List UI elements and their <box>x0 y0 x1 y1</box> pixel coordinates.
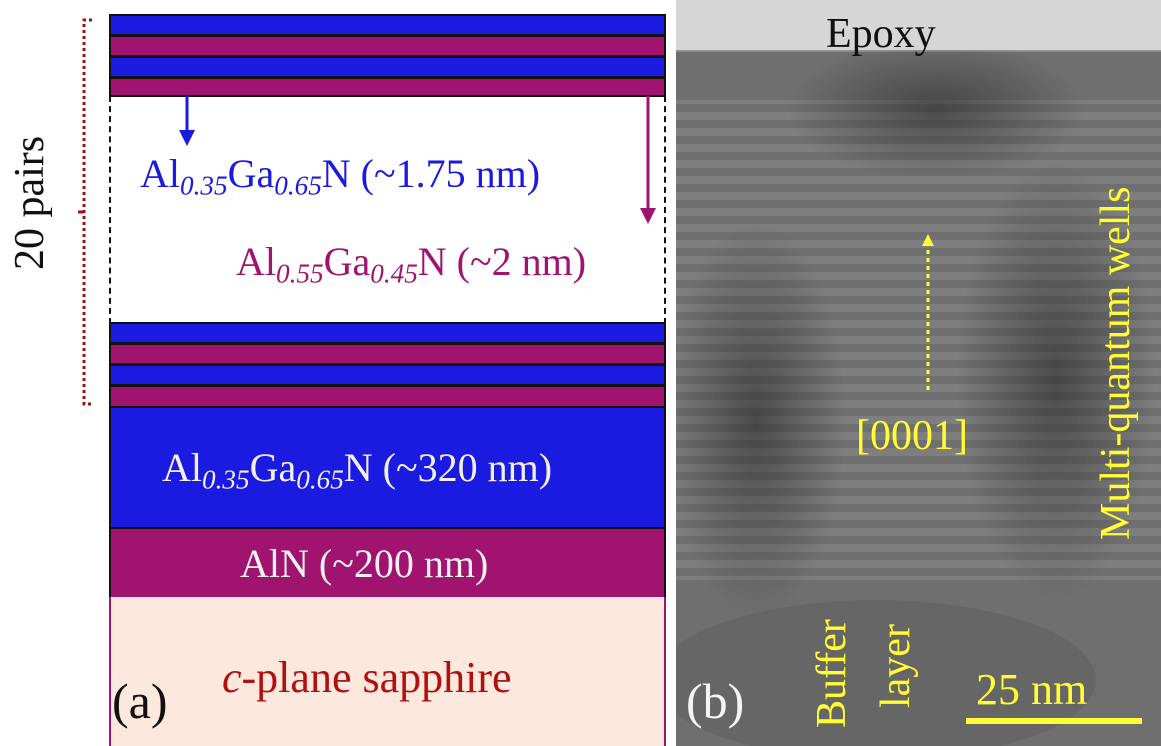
well-label: Al0.35Ga0.65N (~1.75 nm) <box>140 151 541 201</box>
barrier-layer <box>109 35 666 57</box>
sapphire-substrate <box>109 597 666 746</box>
direction-label: [0001] <box>856 413 968 459</box>
pairs-label: 20 pairs <box>7 135 53 270</box>
barrier-layer <box>109 77 666 97</box>
scale-bar-label: 25 nm <box>976 665 1088 714</box>
panel-b-tag: (b) <box>686 673 745 729</box>
pairs-bracket <box>78 18 92 406</box>
scale-bar <box>966 718 1142 724</box>
panel-a-tag: (a) <box>112 673 168 729</box>
barrier-label: Al0.55Ga0.45N (~2 nm) <box>236 239 587 289</box>
mqw-label: Multi-quantum wells <box>1093 186 1139 540</box>
barrier-layer <box>109 385 666 408</box>
buffer-word-label: Buffer <box>809 619 855 728</box>
barrier-arrow-icon <box>640 96 656 224</box>
growth-direction-arrow-icon <box>922 234 934 390</box>
barrier-layer <box>109 343 666 365</box>
expanded-region <box>109 96 666 324</box>
tem-image-panel: Epoxy [0001] Multi-quantum wells Buffer … <box>676 0 1161 746</box>
well-layer <box>109 56 666 78</box>
tem-micrograph <box>676 0 1161 746</box>
substrate-label: c-plane sapphire <box>222 653 512 702</box>
epoxy-label: Epoxy <box>826 11 936 57</box>
well-arrow-icon <box>179 96 195 146</box>
well-layer <box>109 14 666 36</box>
buffer-label: Al0.35Ga0.65N (~320 nm) <box>162 445 553 495</box>
layer-word-label: layer <box>873 624 919 708</box>
well-layer <box>109 364 666 386</box>
aln-label: AlN (~200 nm) <box>240 541 489 586</box>
well-layer <box>109 322 666 344</box>
